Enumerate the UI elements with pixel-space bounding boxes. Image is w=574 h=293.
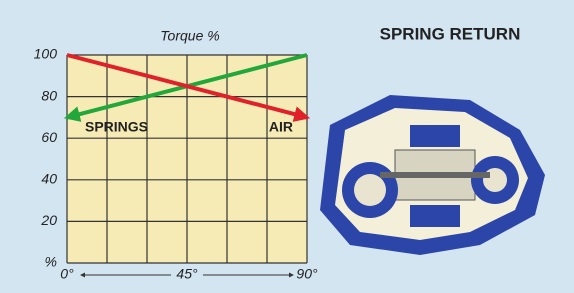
y-tick-label: %	[45, 254, 57, 270]
chart: Torque % SPRING RETURN % 20 40 60 80 100 0° 45°…	[0, 0, 574, 293]
y-tick-label: 60	[41, 129, 57, 145]
legend-label: SPRINGS	[85, 119, 148, 135]
x-tick-label: 0°	[60, 266, 74, 282]
title: SPRING RETURN	[380, 24, 521, 43]
y-tick-label: 80	[41, 87, 57, 103]
x-tick-label: 45°	[176, 266, 198, 282]
y-tick-label: 20	[40, 212, 57, 228]
y-axis-label: Torque %	[160, 28, 219, 44]
y-tick-label: 100	[34, 46, 58, 62]
legend-label: AIR	[269, 119, 293, 135]
x-tick-label: 90°	[296, 266, 318, 282]
page: Torque % SPRING RETURN % 20 40 60 80 100 0° 45°…	[0, 0, 574, 293]
y-tick-label: 40	[41, 171, 57, 187]
